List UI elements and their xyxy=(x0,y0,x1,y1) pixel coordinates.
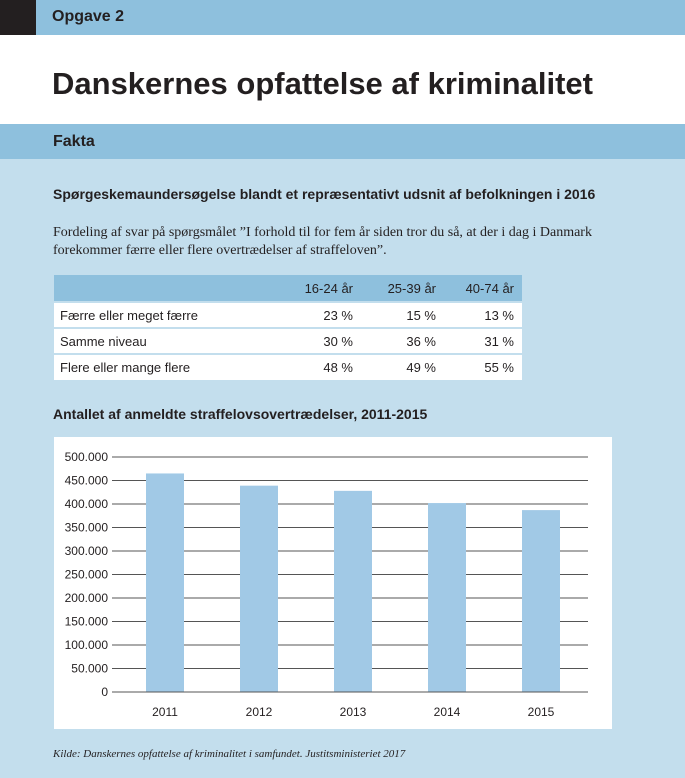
y-tick-label: 400.000 xyxy=(65,497,109,511)
source-citation: Kilde: Danskernes opfattelse af kriminal… xyxy=(53,748,406,760)
row-label: Flere eller mange flere xyxy=(54,353,265,380)
section-bar: Fakta xyxy=(0,124,685,159)
section-label: Fakta xyxy=(53,133,95,150)
y-tick-label: 300.000 xyxy=(65,544,109,558)
table-cell: 15 % xyxy=(361,301,444,328)
page-title: Danskernes opfattelse af kriminalitet xyxy=(52,66,593,101)
row-label: Færre eller meget færre xyxy=(54,301,265,328)
table-cell: 36 % xyxy=(361,327,444,354)
y-tick-label: 0 xyxy=(101,685,108,699)
y-tick-label: 100.000 xyxy=(65,638,109,652)
chart-canvas: 0 50.000 100.000 150.000 200.000 250.000 300.0… xyxy=(65,450,588,719)
column-header: 16-24 år xyxy=(265,275,361,302)
column-header xyxy=(54,275,265,302)
y-tick-label: 250.000 xyxy=(65,568,109,582)
y-tick-label: 500.000 xyxy=(65,450,109,464)
table-header-row: 16-24 år 25-39 år 40-74 år xyxy=(54,275,522,302)
table-cell: 23 % xyxy=(265,301,361,328)
y-tick-label: 450.000 xyxy=(65,474,109,488)
table-cell: 31 % xyxy=(444,327,522,354)
column-header: 40-74 år xyxy=(444,275,522,302)
y-tick-label: 50.000 xyxy=(71,662,108,676)
table-cell: 30 % xyxy=(265,327,361,354)
table-cell: 13 % xyxy=(444,301,522,328)
y-tick-label: 200.000 xyxy=(65,591,109,605)
x-tick-label: 2011 xyxy=(152,705,178,719)
bar xyxy=(522,510,560,692)
header-marker xyxy=(0,0,36,35)
bar xyxy=(428,503,466,692)
bar xyxy=(146,473,184,692)
table-row: Samme niveau 30 % 36 % 31 % xyxy=(54,327,522,354)
survey-description: Fordeling af svar på spørgsmålet ”I forh… xyxy=(53,225,592,258)
survey-heading: Spørgeskemaundersøgelse blandt et repræs… xyxy=(53,186,596,202)
bar xyxy=(334,490,372,692)
survey-table: 16-24 år 25-39 år 40-74 år Færre eller m… xyxy=(54,275,522,380)
x-tick-label: 2014 xyxy=(434,705,461,719)
row-label: Samme niveau xyxy=(54,327,265,354)
bar-chart: 0 50.000 100.000 150.000 200.000 250.000 300.0… xyxy=(54,437,612,729)
column-header: 25-39 år xyxy=(361,275,444,302)
x-tick-label: 2012 xyxy=(246,705,273,719)
table-cell: 48 % xyxy=(265,353,361,380)
bar xyxy=(240,485,278,692)
y-tick-label: 150.000 xyxy=(65,615,109,629)
task-header-bar: Opgave 2 xyxy=(0,0,685,35)
x-tick-label: 2015 xyxy=(528,705,555,719)
table-cell: 55 % xyxy=(444,353,522,380)
table-cell: 49 % xyxy=(361,353,444,380)
table-row: Flere eller mange flere 48 % 49 % 55 % xyxy=(54,353,522,380)
y-tick-label: 350.000 xyxy=(65,521,109,535)
x-tick-label: 2013 xyxy=(340,705,367,719)
chart-heading: Antallet af anmeldte straffelovsovertræd… xyxy=(53,406,428,422)
table-row: Færre eller meget færre 23 % 15 % 13 % xyxy=(54,301,522,328)
task-label: Opgave 2 xyxy=(52,8,125,25)
